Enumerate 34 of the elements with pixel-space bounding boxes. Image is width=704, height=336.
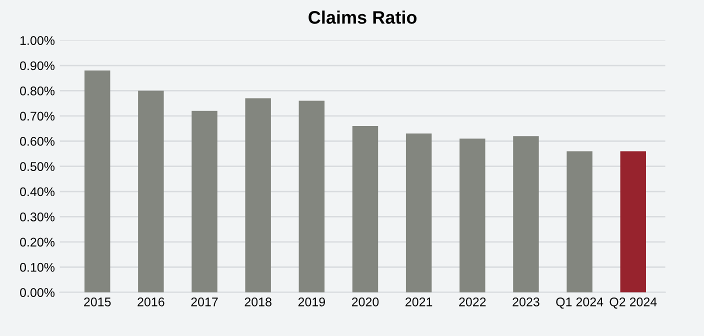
- y-tick-label: 0.00%: [20, 288, 55, 297]
- y-tick-label: 0.70%: [20, 112, 55, 121]
- bar: [352, 126, 378, 292]
- x-tick-label: Q1 2024: [556, 298, 604, 309]
- y-tick-label: 0.90%: [20, 61, 55, 70]
- bar: [406, 134, 432, 292]
- y-tick-label: 0.30%: [20, 212, 55, 222]
- bar: [620, 151, 646, 292]
- bar: [84, 70, 110, 292]
- bar: [513, 136, 539, 292]
- y-tick-label: 0.20%: [20, 238, 55, 247]
- y-tick-label: 0.80%: [20, 86, 55, 96]
- x-tick-label: 2023: [512, 298, 540, 306]
- x-tick-label: 2019: [298, 298, 325, 306]
- bar: [460, 138, 486, 292]
- x-tick-label: 2017: [191, 298, 218, 306]
- x-tick-label: 2020: [352, 298, 379, 306]
- y-tick-label: 0.40%: [20, 187, 55, 196]
- y-tick-label: 0.10%: [20, 262, 55, 272]
- bar: [138, 90, 164, 292]
- x-tick-label: 2021: [406, 298, 432, 306]
- y-tick-label: 1.00%: [20, 36, 55, 45]
- x-tick-label: Q2 2024: [610, 298, 657, 309]
- x-tick-label: 2018: [244, 298, 272, 306]
- x-tick-label: 2016: [138, 298, 164, 306]
- x-tick-label: 2015: [84, 298, 111, 306]
- chart-title: Claims Ratio: [308, 10, 417, 24]
- bar: [245, 98, 271, 292]
- y-tick-label: 0.60%: [20, 136, 55, 146]
- x-tick-label: 2022: [459, 298, 486, 306]
- bar: [298, 100, 325, 292]
- bar: [566, 151, 592, 292]
- bar: [192, 110, 218, 292]
- y-tick-label: 0.50%: [20, 162, 55, 171]
